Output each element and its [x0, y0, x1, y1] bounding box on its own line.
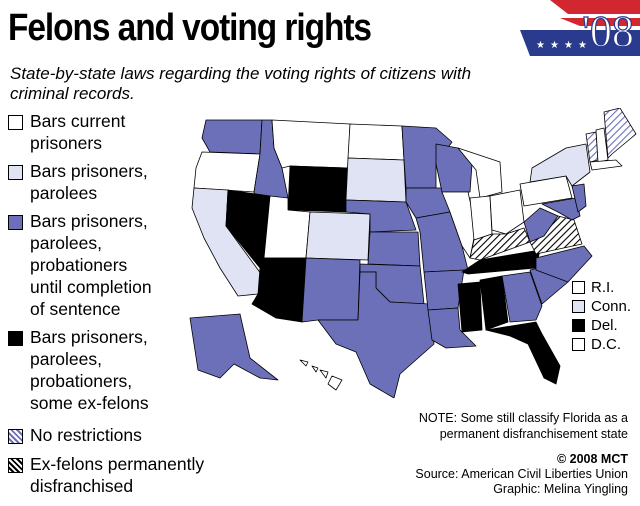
us-map — [189, 108, 637, 398]
state-north-dakota — [347, 123, 405, 161]
state-arizona — [251, 257, 307, 323]
state-new-mexico — [301, 257, 361, 323]
small-state-ri: R.I. — [572, 278, 631, 297]
state-kansas — [367, 231, 421, 267]
state-indiana — [469, 195, 493, 241]
legend-label: Ex-felons permanently disfranchised — [30, 454, 205, 496]
state-ohio — [489, 189, 525, 235]
state-montana — [271, 119, 351, 169]
legend-label: Bars current prisoners — [30, 111, 126, 153]
page-title: Felons and voting rights — [8, 7, 372, 49]
small-state-label: Del. — [591, 317, 618, 334]
legend-swatch — [8, 215, 23, 230]
small-state-conn: Conn. — [572, 297, 631, 316]
state-mississippi — [457, 281, 483, 333]
small-state-swatch — [572, 319, 585, 332]
state-massachusetts — [589, 159, 623, 171]
footnote: NOTE: Some still classify Florida as a p… — [418, 411, 628, 441]
legend-item-ex-felons-disfranchised: Ex-felons permanently disfranchised — [8, 453, 204, 497]
legend-swatch — [8, 458, 23, 473]
state-alaska — [189, 313, 279, 381]
svg-text:★: ★ — [536, 40, 545, 51]
legend-item-bars-until-completion: Bars prisoners, parolees, probationers u… — [8, 210, 152, 320]
state-maine — [603, 108, 637, 159]
legend-label: Bars prisoners, parolees, probationers, … — [30, 327, 149, 413]
legend-label: Bars prisoners, parolees — [30, 161, 148, 203]
copyright: © 2008 MCT — [556, 452, 628, 466]
legend-item-bars-current-prisoners: Bars current prisoners — [8, 110, 125, 154]
state-louisiana — [427, 307, 477, 349]
state-arkansas — [423, 269, 465, 311]
legend-item-bars-some-ex-felons: Bars prisoners, parolees, probationers, … — [8, 326, 149, 414]
state-north-carolina — [535, 245, 593, 283]
star-icons: ★ ★ ★ ★ — [536, 40, 587, 51]
state-west-virginia — [523, 207, 559, 243]
legend-item-bars-prisoners-parolees: Bars prisoners, parolees — [8, 160, 148, 204]
state-washington — [201, 119, 263, 155]
legend-swatch — [8, 429, 23, 444]
small-state-label: Conn. — [591, 298, 632, 315]
graphic-credit: Graphic: Melina Yingling — [493, 482, 628, 496]
state-alabama — [479, 275, 509, 331]
state-new-jersey — [571, 183, 587, 213]
election-08-logo: ★ ★ ★ ★ '08 — [520, 0, 640, 56]
legend-item-no-restrictions: No restrictions — [8, 424, 142, 446]
legend-label: Bars prisoners, parolees, probationers u… — [30, 211, 152, 319]
state-georgia — [501, 271, 543, 323]
credits: © 2008 MCT Source: American Civil Libert… — [415, 452, 628, 497]
small-states-legend: R.I. Conn. Del. D.C. — [572, 278, 631, 354]
legend-swatch — [8, 165, 23, 180]
svg-text:★: ★ — [550, 40, 559, 51]
svg-text:★: ★ — [578, 40, 587, 51]
source-line: Source: American Civil Liberties Union — [415, 467, 628, 481]
state-michigan — [457, 147, 503, 199]
state-oregon — [193, 151, 261, 193]
state-hawaii — [299, 359, 343, 391]
state-colorado — [305, 211, 371, 261]
subtitle: State-by-state laws regarding the voting… — [10, 64, 472, 103]
small-state-swatch — [572, 281, 585, 294]
small-state-label: R.I. — [591, 279, 615, 296]
small-state-label: D.C. — [591, 336, 621, 353]
state-florida — [485, 321, 561, 385]
state-new-hampshire — [595, 127, 609, 163]
svg-text:★: ★ — [564, 40, 573, 51]
state-maryland — [541, 197, 581, 221]
state-new-york — [529, 143, 591, 187]
legend-swatch — [8, 331, 23, 346]
legend-label: No restrictions — [30, 425, 142, 445]
small-state-swatch — [572, 300, 585, 313]
state-kentucky — [469, 227, 531, 261]
legend-swatch — [8, 115, 23, 130]
small-state-swatch — [572, 338, 585, 351]
state-south-dakota — [345, 157, 407, 203]
small-state-dc: D.C. — [572, 335, 631, 354]
small-state-del: Del. — [572, 316, 631, 335]
state-wyoming — [287, 165, 349, 213]
logo-text: '08 — [582, 7, 634, 56]
state-minnesota — [401, 125, 453, 189]
